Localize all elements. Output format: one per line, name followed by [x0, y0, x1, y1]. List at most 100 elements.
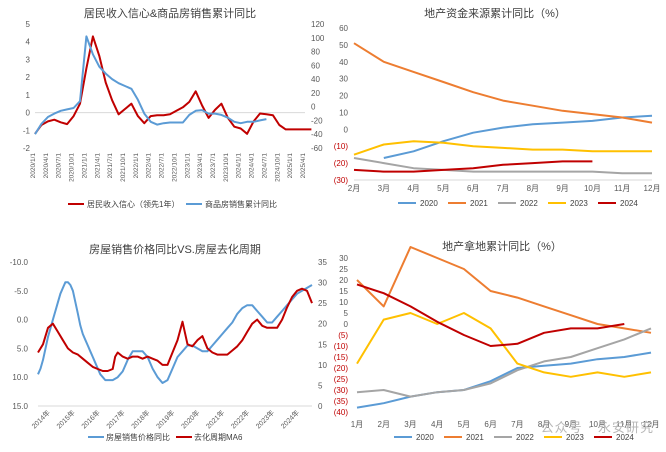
c1-x-tick: 2021/7/1 — [107, 153, 114, 179]
c4-y-tick: (5) — [338, 331, 348, 340]
c1-x-tick: 2020/7/1 — [56, 153, 63, 179]
c1-x-tick: 2024/7/1 — [261, 153, 268, 179]
c4-y-tick: (20) — [334, 364, 349, 373]
c4-y-tick: (40) — [334, 408, 349, 417]
c1-right-tick: 0 — [311, 103, 316, 112]
c3-x-tick: 2020年 — [179, 408, 201, 430]
c3-x-tick: 2016年 — [79, 408, 101, 430]
legend-label-0: 2020 — [420, 199, 438, 208]
c1-right-tick: 40 — [311, 75, 320, 84]
c4-y-tick: (25) — [334, 375, 349, 384]
c1-series-0 — [34, 35, 312, 135]
legend-label-4: 2024 — [616, 433, 634, 442]
c3-right-tick: 35 — [318, 258, 327, 267]
c1-right-tick: 60 — [311, 61, 320, 70]
c2-series-2 — [353, 157, 652, 175]
c2-x-tick: 10月 — [584, 184, 601, 193]
c4-x-tick: 7月 — [511, 420, 523, 429]
c3-right-tick: 0 — [318, 402, 323, 411]
c2-x-tick: 7月 — [497, 184, 509, 193]
c2-x-tick: 3月 — [378, 184, 390, 193]
c4-x-tick: 10月 — [589, 420, 606, 429]
c2-x-tick: 2月 — [348, 184, 360, 193]
legend-label-3: 2023 — [566, 433, 584, 442]
c2-series-0 — [383, 114, 653, 159]
c2-y-tick: 10 — [339, 108, 348, 117]
c1-x-tick: 2020/1/1 — [30, 153, 37, 179]
c2-y-tick: 30 — [339, 75, 348, 84]
c1-x-tick: 2022/4/1 — [146, 153, 153, 179]
c4-y-tick: 30 — [339, 254, 348, 263]
legend-label-0: 2020 — [416, 433, 434, 442]
c2-series-3 — [353, 140, 652, 156]
c3-right-tick: 30 — [318, 279, 327, 288]
c2-y-tick: (10) — [334, 142, 349, 151]
c4-y-tick: (10) — [334, 342, 349, 351]
c1-right-tick: 80 — [311, 48, 320, 57]
c1-right-tick: 20 — [311, 89, 320, 98]
c1-left-tick: 0 — [26, 109, 31, 118]
c4-series-4 — [356, 283, 625, 347]
c4-series-1 — [356, 246, 652, 334]
c3-left-tick: 10.0 — [12, 373, 28, 382]
c4-x-tick: 5月 — [458, 420, 470, 429]
c4-series-3 — [356, 312, 652, 378]
c3-right-tick: 15 — [318, 340, 327, 349]
c1-left-tick: 3 — [26, 55, 31, 64]
c3-left-tick: 15.0 — [12, 402, 28, 411]
c3-right-tick: 10 — [318, 361, 327, 370]
c3-legend-label-0: 房屋销售价格同比 — [106, 432, 170, 442]
c2-x-tick: 8月 — [527, 184, 539, 193]
c2-x-tick: 5月 — [437, 184, 449, 193]
c4-x-tick: 3月 — [404, 420, 416, 429]
c1-x-tick: 2022/1/1 — [133, 153, 140, 179]
c1-right-tick: -60 — [311, 144, 323, 153]
c4-series-0 — [356, 351, 652, 409]
c1-left-tick: 1 — [26, 91, 31, 100]
chart4-title: 地产拿地累计同比（%） — [442, 239, 562, 253]
c1-right-tick: -20 — [311, 116, 323, 125]
c4-legend: 2020 2021 2022 2023 2024 — [394, 433, 634, 442]
c1-x-tick: 2023/7/1 — [210, 153, 217, 179]
c3-legend: 房屋销售价格同比 去化周期MA6 — [88, 432, 243, 442]
c4-x-tick: 4月 — [431, 420, 443, 429]
c2-x-tick: 12月 — [644, 184, 661, 193]
chart3-title: 房屋销售价格同比VS.房屋去化周期 — [89, 242, 261, 256]
c1-right-tick: 120 — [311, 20, 325, 29]
legend-label-1: 2021 — [470, 199, 488, 208]
c3-x-tick: 2014年 — [30, 408, 52, 430]
c1-x-tick: 2023/10/1 — [223, 153, 230, 182]
c2-x-tick: 11月 — [614, 184, 630, 193]
c3-x-tick: 2023年 — [254, 408, 276, 430]
c3-x-tick: 2019年 — [154, 408, 176, 430]
c3-x-tick: 2021年 — [204, 408, 226, 430]
c4-x-tick: 11月 — [616, 420, 632, 429]
c3-left-tick: 0.0 — [17, 316, 29, 325]
c2-y-tick: (30) — [334, 176, 349, 185]
c1-left-tick: -2 — [23, 144, 31, 153]
c2-x-tick: 6月 — [467, 184, 479, 193]
c4-x-tick: 1月 — [351, 420, 363, 429]
c3-right-tick: 20 — [318, 320, 327, 329]
c1-legend-label-0: 居民收入信心（领先1年） — [87, 199, 179, 209]
c1-legend-label-1: 商品房销售累计同比 — [205, 199, 277, 209]
c1-x-tick: 2021/4/1 — [94, 153, 101, 179]
c1-right-tick: -40 — [311, 130, 323, 139]
c1-x-tick: 2022/10/1 — [171, 153, 178, 182]
c1-x-tick: 2024/10/1 — [274, 153, 281, 182]
c2-y-tick: 20 — [339, 92, 348, 101]
c1-x-tick: 2021/1/1 — [81, 153, 88, 179]
c4-y-tick: 10 — [339, 298, 348, 307]
c2-series-4 — [353, 160, 593, 173]
legend-label-2: 2022 — [520, 199, 538, 208]
c4-y-tick: 20 — [339, 276, 348, 285]
c3-right-tick: 5 — [318, 381, 323, 390]
c3-right-tick: 25 — [318, 299, 327, 308]
c4-x-tick: 8月 — [538, 420, 550, 429]
c1-left-tick: 2 — [26, 73, 31, 82]
c1-x-tick: 2022/7/1 — [159, 153, 166, 179]
legend-label-3: 2023 — [570, 199, 588, 208]
c1-x-tick: 2023/1/1 — [184, 153, 191, 179]
c1-x-tick: 2021/10/1 — [120, 153, 127, 182]
c3-legend-label-1: 去化周期MA6 — [194, 432, 243, 442]
